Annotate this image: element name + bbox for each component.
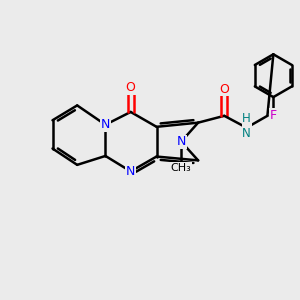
- Text: N: N: [176, 135, 186, 148]
- Text: O: O: [126, 81, 136, 94]
- Text: O: O: [219, 82, 229, 96]
- Text: N: N: [101, 118, 110, 131]
- Text: N: N: [126, 165, 135, 178]
- Text: CH₃: CH₃: [171, 163, 192, 173]
- Text: H
N: H N: [242, 112, 251, 140]
- Text: F: F: [270, 109, 277, 122]
